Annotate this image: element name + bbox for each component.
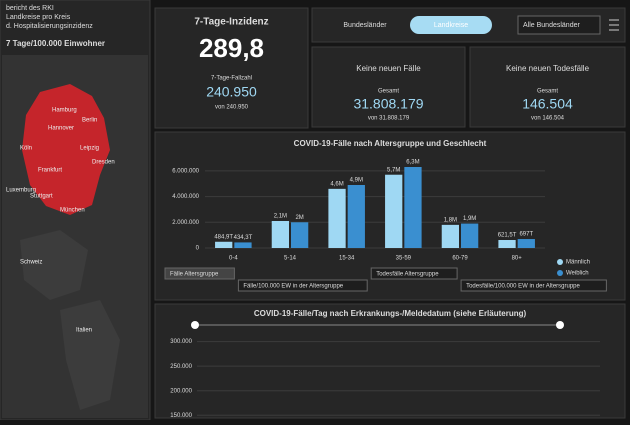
- tile-title: Keine neuen Todesfälle: [506, 64, 590, 73]
- bar: [404, 167, 422, 248]
- tile-sub-label: Gesamt: [378, 89, 399, 95]
- legend-swatch: [557, 259, 563, 265]
- legend-label: Männlich: [566, 260, 590, 266]
- daily-chart-panel: [154, 303, 626, 419]
- value-label: 6,3M: [406, 160, 419, 166]
- y-tick-label: 250.000: [170, 364, 192, 370]
- bar: [461, 223, 479, 248]
- y-tick-label: 0: [196, 246, 200, 252]
- y-tick-label: 200.000: [170, 388, 192, 394]
- bar: [234, 242, 252, 248]
- dropdown-label[interactable]: Alle Bundesländer: [523, 22, 580, 29]
- bar: [215, 241, 233, 248]
- chart-button[interactable]: [460, 279, 607, 292]
- x-tick-label: 60-79: [452, 256, 468, 262]
- tile-value: 289,8: [199, 33, 264, 63]
- value-label: 434,3T: [234, 235, 253, 241]
- map-label: Frankfurt: [38, 168, 62, 174]
- chart-button-label[interactable]: Todesfälle Altersgruppe: [376, 272, 439, 278]
- tile-note: von 240.950: [215, 105, 249, 111]
- header-line: Landkreise pro Kreis: [6, 14, 71, 21]
- map-label: Berlin: [82, 118, 97, 124]
- header-line: bericht des RKI: [6, 5, 54, 12]
- tab-active-bg[interactable]: [410, 16, 492, 34]
- tile-note: von 31.808.179: [368, 116, 410, 122]
- tile-sub-value: 146.504: [522, 96, 573, 112]
- tile-sub-value: 240.950: [206, 84, 257, 100]
- y-tick-label: 150.000: [170, 413, 192, 419]
- x-tick-label: 35-59: [396, 256, 412, 262]
- map-label: Leipzig: [80, 146, 99, 152]
- y-tick-label: 4.000.000: [172, 194, 199, 200]
- x-tick-label: 15-34: [339, 256, 355, 262]
- chart-button[interactable]: [164, 267, 235, 280]
- legend-swatch: [557, 270, 563, 276]
- x-tick-label: 0-4: [229, 256, 238, 262]
- tab[interactable]: Bundesländer: [343, 22, 387, 29]
- bar: [347, 185, 365, 248]
- slider-handle[interactable]: [191, 321, 199, 329]
- slider-handle[interactable]: [556, 321, 564, 329]
- bar: [291, 222, 309, 248]
- x-tick-label: 80+: [512, 256, 523, 262]
- menu-icon[interactable]: [609, 19, 619, 31]
- value-label: 621,5T: [498, 233, 517, 239]
- tile: [469, 46, 626, 128]
- chart-title: COVID-19-Fälle/Tag nach Erkrankungs-/Mel…: [254, 309, 527, 318]
- map-subtitle: 7 Tage/100.000 Einwohner: [6, 39, 105, 48]
- map-label: Hamburg: [52, 108, 77, 114]
- bar: [441, 224, 459, 248]
- tile-title: 7-Tage-Inzidenz: [194, 17, 268, 28]
- x-tick-label: 5-14: [284, 256, 297, 262]
- tile-sub-label: Gesamt: [537, 89, 558, 95]
- value-label: 4,6M: [330, 181, 343, 187]
- value-label: 2,1M: [274, 214, 287, 220]
- map-label: Stuttgart: [30, 194, 53, 200]
- y-tick-label: 2.000.000: [172, 220, 199, 226]
- value-label: 5,7M: [387, 167, 400, 173]
- neighbor-shape: [60, 300, 120, 410]
- neighbor-shape: [20, 230, 88, 300]
- tile: [154, 7, 309, 129]
- tile-title: Keine neuen Fälle: [356, 64, 421, 73]
- germany-shape: [22, 84, 110, 215]
- chart-button-label[interactable]: Fälle Altersgruppe: [170, 272, 219, 278]
- value-label: 484,9T: [214, 234, 233, 240]
- chart-title: COVID-19-Fälle nach Altersgruppe und Ges…: [294, 139, 487, 148]
- value-label: 1,9M: [463, 216, 476, 222]
- bar: [271, 221, 289, 248]
- value-label: 4,9M: [350, 178, 363, 184]
- tile: [311, 46, 466, 128]
- chart-button[interactable]: [237, 279, 368, 292]
- bar: [328, 188, 346, 248]
- y-tick-label: 6.000.000: [172, 168, 199, 174]
- chart-button[interactable]: [370, 267, 458, 280]
- map-label: München: [60, 208, 85, 214]
- y-tick-label: 300.000: [170, 339, 192, 345]
- value-label: 697T: [519, 232, 533, 238]
- value-label: 2M: [295, 215, 303, 221]
- map-label: Hannover: [48, 126, 74, 132]
- bar: [498, 240, 516, 248]
- chart-button-label[interactable]: Fälle/100.000 EW in der Altersgruppe: [243, 284, 343, 290]
- map-label: Luxemburg: [6, 188, 36, 194]
- header-line: d. Hospitalisierungsinzidenz: [6, 23, 93, 30]
- bar: [385, 174, 403, 248]
- value-label: 1,8M: [444, 217, 457, 223]
- tile-sub-label: 7-Tage-Fallzahl: [211, 76, 252, 82]
- legend-label: Weiblich: [566, 271, 589, 277]
- dropdown[interactable]: [517, 15, 601, 35]
- map-label: Schweiz: [20, 260, 42, 266]
- bar: [517, 239, 535, 248]
- chart-button-label[interactable]: Todesfälle/100.000 EW in der Altersgrupp…: [466, 284, 580, 290]
- tab[interactable]: Landkreise: [434, 22, 468, 29]
- tile-note: von 146.504: [531, 116, 565, 122]
- map-label: Italien: [76, 328, 92, 334]
- map-label: Dresden: [92, 160, 115, 166]
- map-label: Köln: [20, 146, 32, 152]
- tile-sub-value: 31.808.179: [353, 96, 423, 112]
